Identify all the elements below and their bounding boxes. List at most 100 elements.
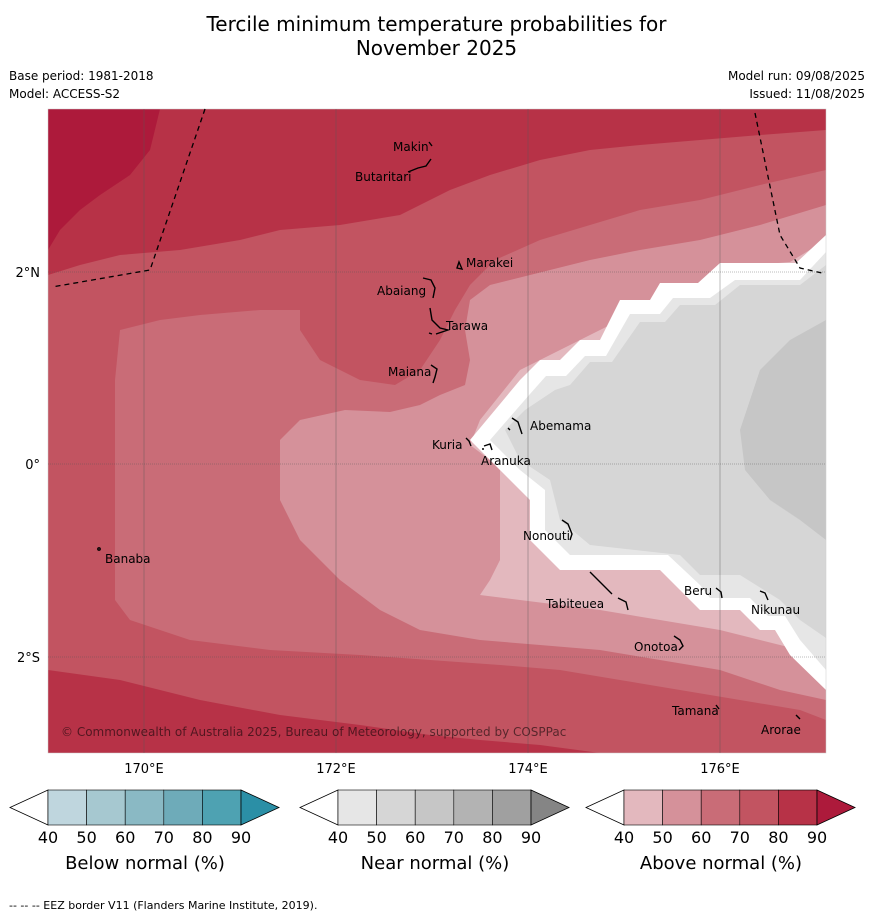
- colorbar-above-segment: [662, 789, 702, 826]
- copyright-watermark: © Commonwealth of Australia 2025, Bureau…: [61, 725, 566, 739]
- colorbar-below-extend-high: [240, 789, 280, 826]
- axis-labels: 2°N 0° 2°S 170°E 172°E 174°E 176°E: [16, 266, 740, 777]
- island-shape-marakei: [456, 260, 464, 270]
- colorbar-near-segment: [337, 789, 377, 826]
- map-frame: [47, 108, 827, 754]
- colorbar-near-extend-low: [299, 789, 339, 826]
- eez-borders: [51, 108, 823, 288]
- label-nikunau: Nikunau: [751, 603, 800, 617]
- colorbar-above-extend-high: [816, 789, 856, 826]
- map-title: Tercile minimum temperature probabilitie…: [0, 12, 873, 60]
- colorbar-near-tick-label: 90: [521, 828, 541, 847]
- island-shape-kuria: [465, 437, 472, 447]
- label-abemama: Abemama: [530, 419, 591, 433]
- colorbar-near-extend-high: [530, 789, 570, 826]
- colorbar-above-extend-low: [585, 789, 625, 826]
- colorbar-above-tick-label: 40: [614, 828, 634, 847]
- island-shape-makin: [428, 141, 433, 147]
- island-labels: Makin Butaritari Marakei Abaiang Tarawa …: [105, 140, 801, 737]
- colorbar-below-tick-label: 80: [192, 828, 212, 847]
- lat-label-2s: 2°S: [17, 651, 40, 666]
- colorbar-above-segment: [778, 789, 818, 826]
- colorbar-title-near: Near normal (%): [360, 853, 510, 874]
- lon-label-170e: 170°E: [124, 762, 164, 777]
- band-above-80-south: [48, 670, 600, 753]
- colorbar-below-tick-label: 40: [38, 828, 58, 847]
- colorbar-above-segment: [623, 789, 663, 826]
- colorbar-below-segment: [47, 789, 87, 826]
- colorbar-near-tick-label: 40: [328, 828, 348, 847]
- lat-label-2n: 2°N: [16, 266, 41, 281]
- island-shape-arorae: [795, 714, 801, 720]
- title-line-2: November 2025: [355, 36, 518, 60]
- meta-right: Model run: 09/08/2025 Issued: 11/08/2025: [728, 67, 865, 103]
- label-tarawa: Tarawa: [445, 319, 488, 333]
- colorbar-below-extend-low: [9, 789, 49, 826]
- eez-border-west: [51, 108, 206, 288]
- label-maiana: Maiana: [388, 365, 431, 379]
- colorbar-below-tick-label: 70: [154, 828, 174, 847]
- label-marakei: Marakei: [466, 256, 513, 270]
- colorbar-near-segment: [492, 789, 532, 826]
- colorbar-title-below: Below normal (%): [65, 853, 225, 874]
- colorbar-above-tick-label: 80: [768, 828, 788, 847]
- island-shape-nonouti: [561, 519, 573, 541]
- island-shape-nikunau: [759, 590, 769, 601]
- island-shape-butaritari: [407, 158, 432, 173]
- label-banaba: Banaba: [105, 552, 151, 566]
- colorbar-above-segment: [739, 789, 779, 826]
- grid: [48, 109, 826, 753]
- colorbar-title-above: Above normal (%): [639, 853, 803, 874]
- colorbar-below-tick-label: 50: [76, 828, 96, 847]
- lon-label-174e: 174°E: [508, 762, 548, 777]
- island-outlines: [97, 141, 801, 720]
- island-shape-tarawa: [428, 307, 451, 335]
- colorbar-near-segment: [414, 789, 455, 826]
- band-near-50: [505, 265, 826, 638]
- colorbar-near-tick-label: 80: [482, 828, 502, 847]
- eez-border-east: [754, 112, 823, 274]
- label-butaritari: Butaritari: [355, 170, 412, 184]
- title-line-1: Tercile minimum temperature probabilitie…: [206, 12, 667, 36]
- colorbars: 40 50 60 70 80 90 40 50 60 70 80 90 40 50 60 70 80 90: [9, 789, 856, 847]
- lon-label-172e: 172°E: [316, 762, 356, 777]
- base-period: Base period: 1981-2018: [9, 69, 154, 83]
- label-kuria: Kuria: [432, 438, 463, 452]
- label-arorae: Arorae: [761, 723, 801, 737]
- colorbar-below-tick-label: 60: [115, 828, 135, 847]
- issued-date: Issued: 11/08/2025: [749, 87, 865, 101]
- band-near-60: [740, 320, 826, 540]
- label-nonouti: Nonouti: [523, 529, 570, 543]
- colorbar-above-tick-label: 90: [807, 828, 827, 847]
- colorbar-above-tick-label: 50: [652, 828, 672, 847]
- colorbar-below-segment: [86, 789, 126, 826]
- colorbar-below-segment: [202, 789, 242, 826]
- label-tabiteuea: Tabiteuea: [545, 597, 604, 611]
- island-shape-abemama: [507, 417, 523, 435]
- label-tamana: Tamana: [671, 704, 719, 718]
- label-aranuka: Aranuka: [481, 454, 531, 468]
- lat-label-0: 0°: [25, 458, 40, 473]
- island-shape-tamana: [715, 704, 720, 710]
- footer-note: -- -- -- EEZ border V11 (Flanders Marine…: [9, 899, 318, 912]
- model-run: Model run: 09/08/2025: [727, 69, 865, 83]
- island-shape-onotoa: [673, 635, 684, 651]
- colorbar-above-segment: [700, 789, 741, 826]
- label-abaiang: Abaiang: [377, 284, 426, 298]
- island-shape-banaba: [97, 547, 101, 551]
- label-onotoa: Onotoa: [634, 640, 678, 654]
- colorbar-near-tick-label: 70: [444, 828, 464, 847]
- label-beru: Beru: [684, 584, 712, 598]
- model-name: Model: ACCESS-S2: [9, 87, 121, 101]
- probability-field: [48, 109, 826, 753]
- band-above-90-nw: [48, 109, 160, 250]
- colorbar-near-tick-label: 60: [405, 828, 425, 847]
- colorbar-below-tick-label: 90: [231, 828, 251, 847]
- island-shape-maiana: [430, 364, 438, 384]
- meta-left: Base period: 1981-2018 Model: ACCESS-S2: [9, 67, 154, 103]
- island-shape-tabiteuea: [589, 571, 629, 611]
- colorbar-above-tick-label: 70: [730, 828, 750, 847]
- island-shape-aranuka: [482, 443, 493, 451]
- lon-label-176e: 176°E: [700, 762, 740, 777]
- colorbar-below-segment: [163, 789, 203, 826]
